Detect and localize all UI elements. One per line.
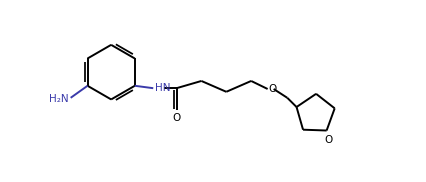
Text: O: O bbox=[268, 84, 276, 94]
Text: O: O bbox=[323, 135, 331, 145]
Text: HN: HN bbox=[155, 83, 170, 93]
Text: H₂N: H₂N bbox=[49, 94, 68, 104]
Text: O: O bbox=[172, 113, 180, 123]
